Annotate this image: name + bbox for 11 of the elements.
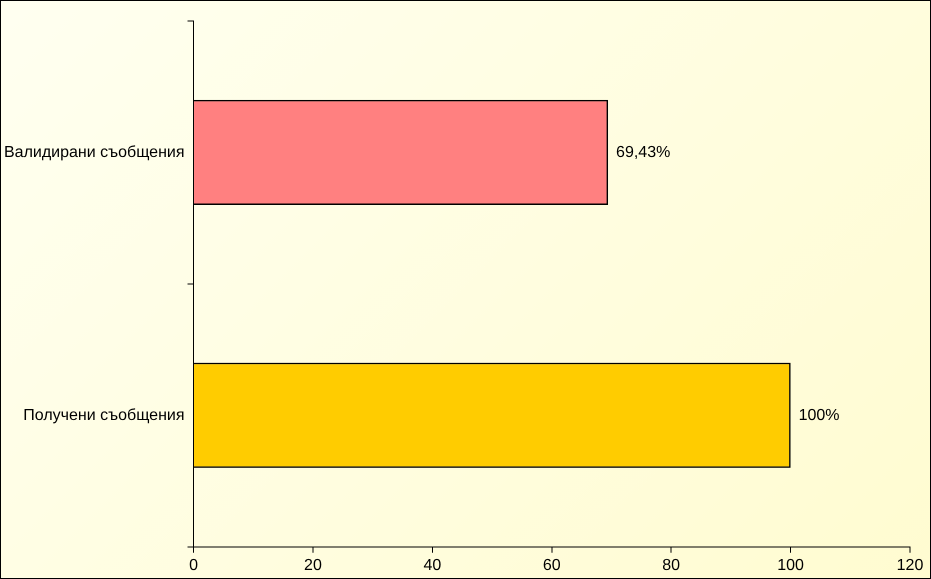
x-tick-label: 0 — [189, 556, 198, 574]
data-label: 69,43% — [616, 144, 670, 161]
x-tick-label: 120 — [896, 556, 924, 574]
y-tick-label: Валидирани съобщения — [4, 144, 185, 161]
x-tick-label: 40 — [423, 556, 442, 574]
x-tick-label: 60 — [542, 556, 561, 574]
x-tick-label: 100 — [777, 556, 804, 574]
x-tick-label: 20 — [304, 556, 322, 574]
data-label: 100% — [798, 406, 840, 424]
x-tick-label: 80 — [662, 556, 680, 574]
y-tick-label: Получени съобщения — [23, 406, 185, 424]
